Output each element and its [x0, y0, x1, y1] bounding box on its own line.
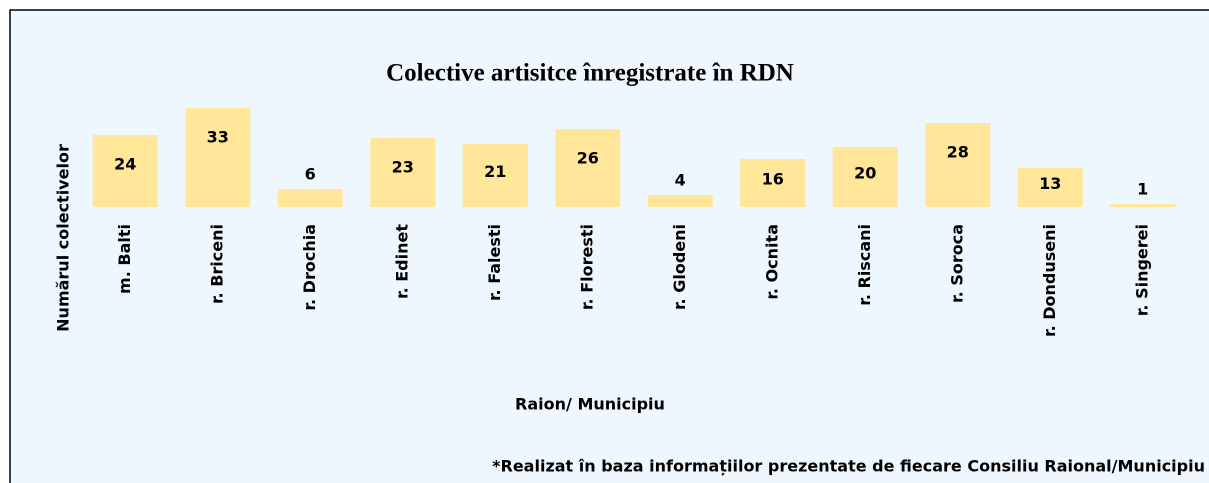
bar — [740, 159, 806, 207]
x-tick-label: r. Riscani — [855, 224, 874, 306]
x-tick-label: r. Briceni — [207, 224, 226, 304]
bar — [92, 135, 158, 207]
data-label: 4 — [675, 171, 686, 190]
data-label: 23 — [392, 158, 414, 177]
data-label: 13 — [1039, 174, 1061, 193]
data-label: 26 — [577, 149, 599, 168]
data-label: 24 — [114, 155, 136, 174]
bar — [555, 129, 621, 207]
data-label: 20 — [854, 164, 876, 183]
x-axis-title: Raion/ Municipiu — [515, 395, 665, 414]
x-tick-label: r. Soroca — [947, 224, 966, 303]
bar — [462, 144, 528, 207]
y-axis-title: Numărul colectivelor — [54, 144, 73, 332]
data-label: 1 — [1137, 180, 1148, 199]
x-tick-label: m. Balti — [115, 224, 134, 294]
x-tick-label: r. Floresti — [577, 224, 596, 310]
bar — [1017, 168, 1083, 207]
data-label: 28 — [947, 143, 969, 162]
chart-title: Colective artisitce înregistrate în RDN — [386, 60, 794, 87]
bar — [832, 147, 898, 207]
x-tick-label: r. Singerei — [1132, 224, 1151, 316]
data-label: 21 — [484, 162, 506, 181]
x-tick-label: r. Donduseni — [1040, 224, 1059, 337]
bar — [277, 189, 343, 207]
data-label: 16 — [762, 170, 784, 189]
bar — [1110, 204, 1176, 207]
bar — [370, 138, 436, 207]
x-tick-label: r. Edinet — [392, 224, 411, 299]
x-tick-label: r. Drochia — [300, 224, 319, 311]
x-tick-label: r. Falesti — [485, 224, 504, 301]
data-label: 33 — [207, 128, 229, 147]
x-tick-label: r. Glodeni — [670, 224, 689, 310]
bar — [185, 108, 251, 207]
chart-frame — [9, 9, 1209, 483]
footnote: *Realizat în baza informațiilor prezenta… — [492, 457, 1205, 476]
bar — [647, 195, 713, 207]
x-tick-label: r. Ocnita — [762, 224, 781, 300]
bar — [925, 123, 991, 207]
data-label: 6 — [305, 165, 316, 184]
